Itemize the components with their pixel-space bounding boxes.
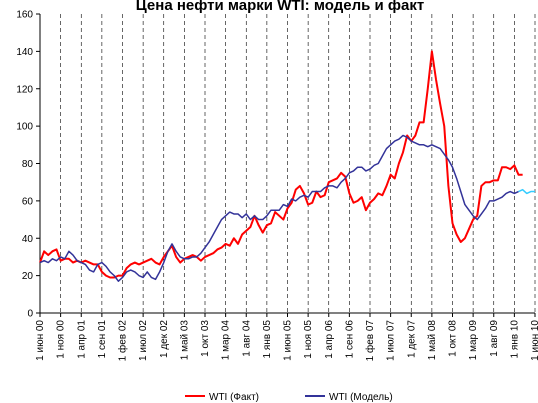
data-line	[518, 188, 535, 195]
x-tick-label: 1 авг 09	[489, 320, 500, 357]
x-tick-label: 1 июл 02	[138, 320, 149, 361]
x-tick-label: 1 май 03	[179, 320, 190, 361]
chart-title: Цена нефти марки WTI: модель и факт	[136, 0, 424, 14]
x-tick-label: 1 ноя 05	[303, 320, 314, 359]
x-tick-label: 1 окт 03	[200, 320, 211, 357]
y-tick-label: 60	[22, 196, 34, 207]
data-line	[39, 50, 523, 279]
x-tick-label: 1 фев 07	[364, 320, 376, 362]
y-tick-label: 140	[16, 47, 33, 58]
x-tick-label: 1 июл 07	[386, 320, 397, 361]
x-tick-label: 1 сен 01	[97, 320, 108, 359]
x-tick-label: 1 фев 02	[117, 320, 129, 362]
y-tick-label: 0	[27, 309, 33, 320]
x-tick-label: 1 дек 07	[406, 320, 417, 358]
y-tick-label: 20	[22, 271, 34, 282]
y-tick-label: 100	[16, 122, 33, 133]
y-tick-label: 120	[16, 84, 33, 95]
x-tick-label: 1 окт 08	[448, 320, 459, 357]
x-tick-label: 1 июн 00	[35, 320, 46, 361]
x-tick-label: 1 апр 06	[324, 320, 335, 359]
y-tick-label: 80	[22, 159, 34, 170]
data-line	[39, 134, 519, 282]
x-tick-label: 1 сен 06	[344, 320, 355, 359]
x-tick-label: 1 мар 09	[468, 320, 479, 361]
x-tick-label: 1 июн 10	[530, 320, 538, 361]
x-tick-label: 1 янв 10	[509, 320, 520, 359]
x-tick-label: 1 янв 05	[262, 320, 273, 359]
x-tick-label: 1 июн 05	[283, 320, 294, 361]
x-tick-label: 1 авг 04	[241, 320, 252, 357]
y-tick-label: 40	[22, 234, 34, 245]
x-tick-label: 1 ноя 00	[56, 320, 67, 359]
y-tick-label: 160	[16, 10, 33, 21]
legend-label: WTI (Модель)	[329, 392, 393, 403]
x-tick-label: 1 мар 04	[221, 320, 232, 361]
x-tick-label: 1 дек 02	[159, 320, 170, 358]
x-tick-label: 1 апр 01	[76, 320, 87, 359]
legend-label: WTI (Факт)	[209, 392, 259, 403]
x-tick-label: 1 май 08	[427, 320, 438, 361]
